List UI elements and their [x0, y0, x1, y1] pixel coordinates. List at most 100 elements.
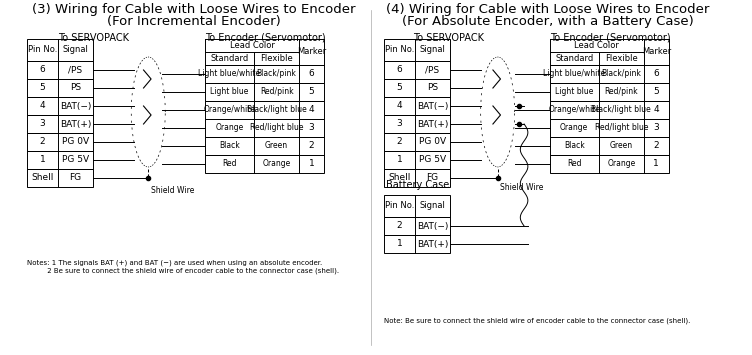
Bar: [384, 195, 450, 217]
Text: Orange: Orange: [262, 159, 291, 169]
Text: Red/light blue: Red/light blue: [250, 124, 303, 132]
Text: PS: PS: [70, 83, 81, 93]
Bar: [550, 155, 669, 173]
Bar: [384, 97, 450, 115]
Text: (For Incremental Encoder): (For Incremental Encoder): [107, 15, 280, 28]
Bar: [384, 39, 450, 61]
Text: BAT(−): BAT(−): [417, 222, 448, 230]
Text: Black/pink: Black/pink: [256, 70, 296, 78]
Text: Note: Be sure to connect the shield wire of encoder cable to the connector case : Note: Be sure to connect the shield wire…: [384, 317, 690, 323]
Text: Orange: Orange: [607, 159, 635, 169]
Text: Pin No.: Pin No.: [385, 202, 414, 211]
Bar: [205, 119, 324, 137]
Bar: [205, 83, 324, 101]
Text: To Encoder (Servomotor): To Encoder (Servomotor): [205, 33, 326, 43]
Text: PS: PS: [427, 83, 438, 93]
Text: Light blue: Light blue: [555, 87, 593, 97]
Text: /PS: /PS: [68, 66, 83, 75]
Text: Orange: Orange: [560, 124, 588, 132]
Text: 6: 6: [396, 66, 402, 75]
Text: Black/light blue: Black/light blue: [592, 105, 651, 115]
Bar: [205, 137, 324, 155]
Bar: [205, 65, 324, 83]
Text: BAT(+): BAT(+): [417, 120, 448, 129]
Text: 3: 3: [396, 120, 402, 129]
Text: Orange/white: Orange/white: [548, 105, 600, 115]
Text: Battery Case: Battery Case: [386, 180, 449, 190]
Bar: [384, 115, 450, 133]
Text: BAT(+): BAT(+): [60, 120, 91, 129]
Text: 4: 4: [653, 105, 659, 115]
Bar: [27, 39, 93, 61]
Bar: [550, 83, 669, 101]
Text: Signal: Signal: [62, 45, 89, 55]
Bar: [205, 155, 324, 173]
Bar: [27, 169, 93, 187]
Text: 5: 5: [396, 83, 402, 93]
Text: 3: 3: [40, 120, 45, 129]
Text: To SERVOPACK: To SERVOPACK: [58, 33, 129, 43]
Text: Lead Color: Lead Color: [229, 41, 274, 50]
Text: 1: 1: [309, 159, 314, 169]
Text: Marker: Marker: [297, 48, 326, 56]
Text: BAT(−): BAT(−): [417, 102, 448, 110]
Text: 4: 4: [40, 102, 45, 110]
Bar: [384, 133, 450, 151]
Text: Signal: Signal: [420, 202, 445, 211]
Bar: [384, 61, 450, 79]
Text: (For Absolute Encoder, with a Battery Case): (For Absolute Encoder, with a Battery Ca…: [402, 15, 693, 28]
Text: Orange/white: Orange/white: [204, 105, 256, 115]
Bar: [205, 101, 324, 119]
Bar: [27, 97, 93, 115]
Text: Red/light blue: Red/light blue: [595, 124, 648, 132]
Text: 6: 6: [40, 66, 45, 75]
Text: Shell: Shell: [32, 174, 53, 182]
Text: 2: 2: [309, 142, 314, 151]
Text: 6: 6: [309, 70, 314, 78]
Text: Shield Wire: Shield Wire: [151, 186, 195, 195]
Text: Flexible: Flexible: [260, 54, 293, 63]
Text: Orange: Orange: [215, 124, 244, 132]
Text: PG 5V: PG 5V: [419, 155, 446, 164]
Text: 4: 4: [309, 105, 314, 115]
Text: To SERVOPACK: To SERVOPACK: [413, 33, 484, 43]
Text: Signal: Signal: [420, 45, 445, 55]
Text: Light blue: Light blue: [211, 87, 249, 97]
Text: Marker: Marker: [641, 48, 671, 56]
Bar: [384, 79, 450, 97]
Text: (3) Wiring for Cable with Loose Wires to Encoder: (3) Wiring for Cable with Loose Wires to…: [32, 3, 356, 16]
Text: Pin No.: Pin No.: [385, 45, 414, 55]
Text: 4: 4: [396, 102, 402, 110]
Text: FG: FG: [426, 174, 438, 182]
Bar: [550, 137, 669, 155]
Bar: [384, 235, 450, 253]
Text: 1: 1: [653, 159, 660, 169]
Bar: [384, 151, 450, 169]
Text: Black/pink: Black/pink: [602, 70, 641, 78]
Text: 2: 2: [653, 142, 659, 151]
Text: Red/pink: Red/pink: [260, 87, 293, 97]
Bar: [384, 217, 450, 235]
Text: PG 0V: PG 0V: [419, 137, 446, 147]
Text: 1: 1: [396, 240, 402, 248]
Text: 1: 1: [40, 155, 45, 164]
Bar: [550, 119, 669, 137]
Text: Black: Black: [219, 142, 240, 151]
Text: 2: 2: [396, 137, 402, 147]
Text: 1: 1: [396, 155, 402, 164]
Bar: [550, 65, 669, 83]
Text: Green: Green: [610, 142, 633, 151]
Text: Shell: Shell: [388, 174, 411, 182]
Text: Red: Red: [222, 159, 237, 169]
Text: (4) Wiring for Cable with Loose Wires to Encoder: (4) Wiring for Cable with Loose Wires to…: [386, 3, 709, 16]
Text: Standard: Standard: [555, 54, 593, 63]
Text: Standard: Standard: [211, 54, 249, 63]
Text: Flexible: Flexible: [605, 54, 638, 63]
Text: BAT(+): BAT(+): [417, 240, 448, 248]
Text: PG 5V: PG 5V: [62, 155, 89, 164]
Text: 5: 5: [309, 87, 314, 97]
Text: 6: 6: [653, 70, 660, 78]
Text: Shield Wire: Shield Wire: [501, 183, 544, 192]
Text: Light blue/white: Light blue/white: [199, 70, 260, 78]
Text: /PS: /PS: [426, 66, 440, 75]
